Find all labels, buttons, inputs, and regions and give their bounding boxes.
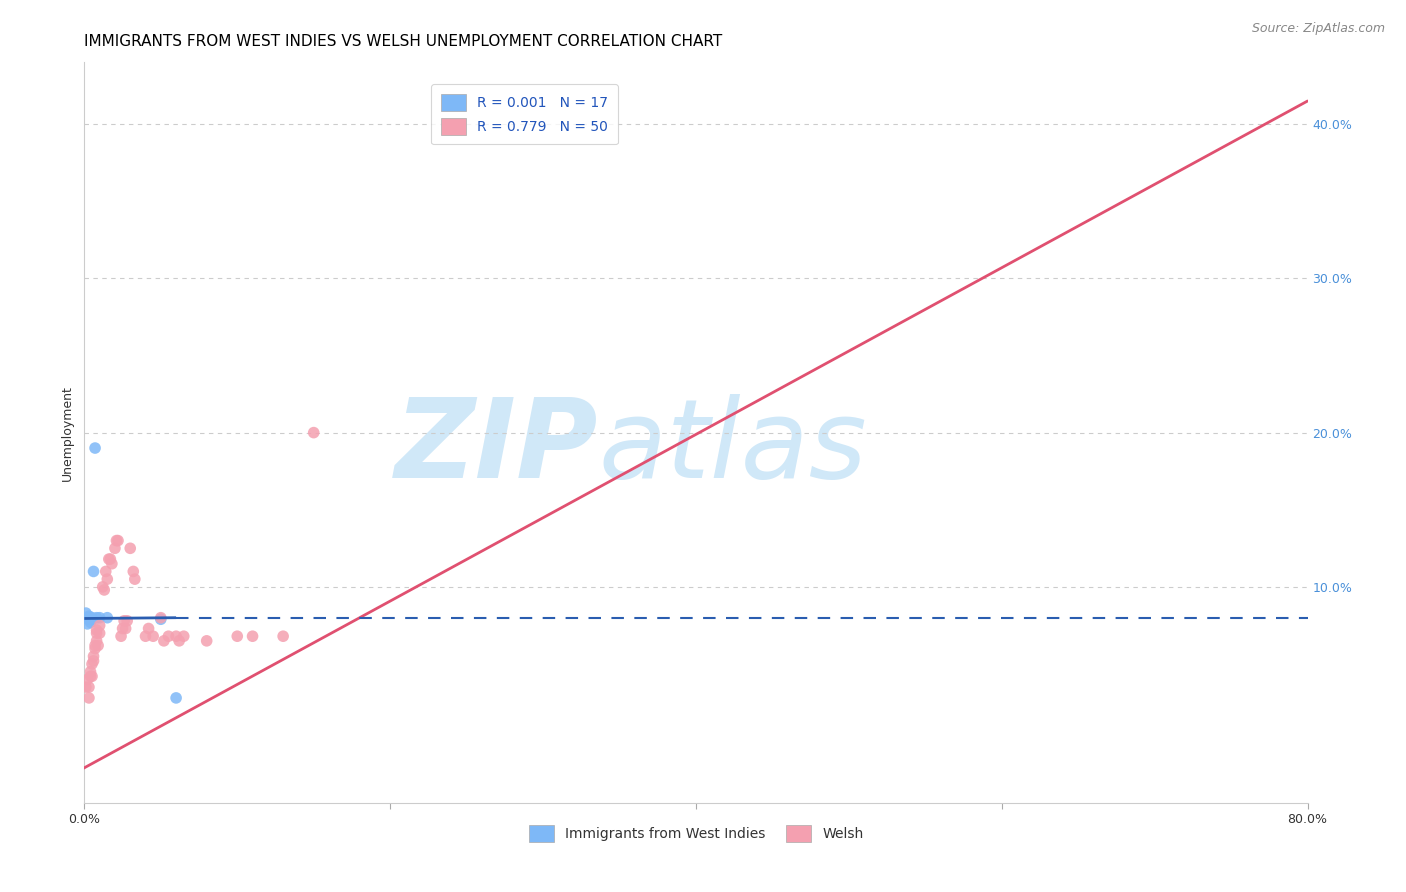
Point — [77, 609, 100, 624]
Point — [96, 610, 118, 624]
Point — [84, 641, 107, 656]
Point — [75, 606, 97, 620]
Point — [96, 572, 118, 586]
Text: atlas: atlas — [598, 394, 866, 501]
Point — [165, 690, 187, 705]
Point — [89, 618, 111, 632]
Point — [79, 665, 101, 679]
Point — [91, 580, 114, 594]
Point — [79, 615, 101, 630]
Point — [112, 614, 135, 628]
Point — [104, 541, 127, 556]
Point — [80, 657, 103, 671]
Point — [107, 533, 129, 548]
Point — [165, 629, 187, 643]
Point — [226, 629, 249, 643]
Point — [97, 552, 120, 566]
Point — [83, 565, 105, 579]
Point — [76, 610, 98, 624]
Point — [79, 669, 101, 683]
Point — [84, 639, 107, 653]
Point — [87, 639, 110, 653]
Text: Source: ZipAtlas.com: Source: ZipAtlas.com — [1251, 22, 1385, 36]
Point — [120, 541, 142, 556]
Point — [86, 623, 108, 637]
Point — [114, 622, 136, 636]
Point — [86, 633, 108, 648]
Point — [83, 654, 105, 668]
Point — [86, 610, 108, 624]
Point — [105, 533, 128, 548]
Point — [195, 633, 218, 648]
Point — [77, 612, 100, 626]
Point — [135, 629, 157, 643]
Point — [79, 612, 101, 626]
Point — [80, 612, 103, 626]
Point — [84, 441, 107, 455]
Point — [153, 633, 176, 648]
Point — [77, 690, 100, 705]
Point — [101, 557, 124, 571]
Point — [149, 610, 172, 624]
Point — [173, 629, 195, 643]
Point — [142, 629, 165, 643]
Point — [167, 633, 190, 648]
Point — [124, 572, 146, 586]
Text: IMMIGRANTS FROM WEST INDIES VS WELSH UNEMPLOYMENT CORRELATION CHART: IMMIGRANTS FROM WEST INDIES VS WELSH UNE… — [84, 34, 723, 49]
Point — [89, 610, 111, 624]
Point — [80, 669, 103, 683]
Point — [76, 616, 98, 631]
Point — [271, 629, 294, 643]
Point — [110, 629, 132, 643]
Legend: Immigrants from West Indies, Welsh: Immigrants from West Indies, Welsh — [523, 820, 869, 847]
Point — [76, 673, 98, 687]
Point — [94, 565, 117, 579]
Point — [75, 680, 97, 694]
Text: ZIP: ZIP — [395, 394, 598, 501]
Point — [98, 552, 121, 566]
Point — [111, 622, 134, 636]
Point — [77, 612, 100, 626]
Point — [157, 629, 180, 643]
Y-axis label: Unemployment: Unemployment — [60, 384, 75, 481]
Point — [302, 425, 325, 440]
Point — [93, 582, 115, 597]
Point — [86, 626, 108, 640]
Point — [138, 622, 160, 636]
Point — [115, 614, 138, 628]
Point — [89, 626, 111, 640]
Point — [122, 565, 145, 579]
Point — [80, 610, 103, 624]
Point — [77, 680, 100, 694]
Point — [242, 629, 264, 643]
Point — [83, 649, 105, 664]
Point — [149, 612, 172, 626]
